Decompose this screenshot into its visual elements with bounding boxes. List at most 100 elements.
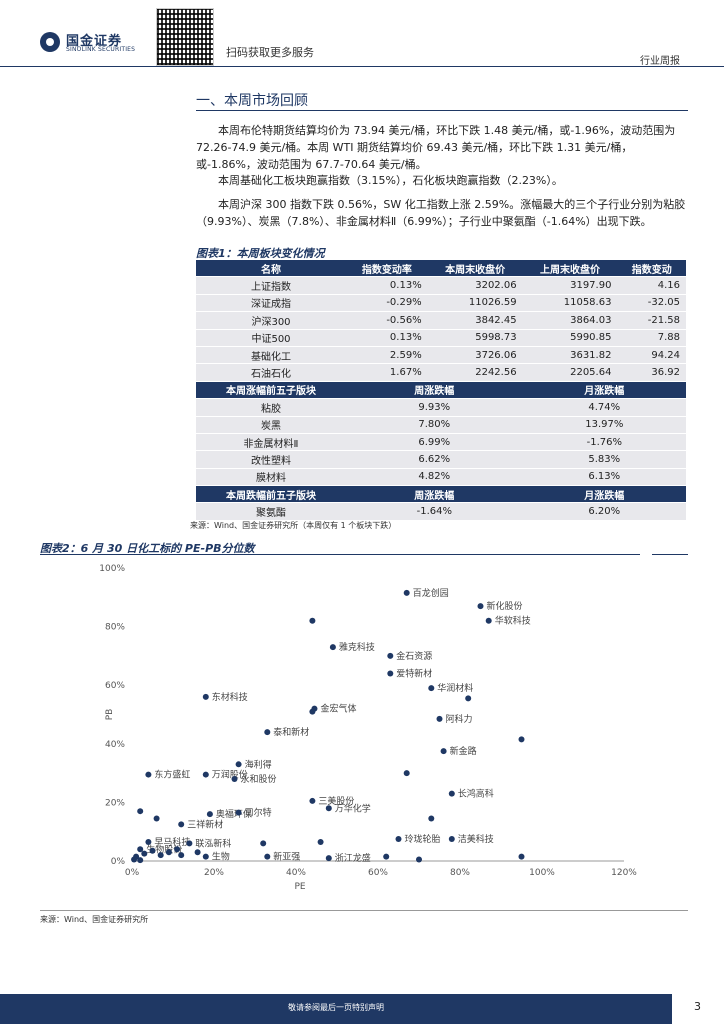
table-header-cell: 周涨跌幅 bbox=[346, 381, 523, 400]
point-label: 奥福环保 bbox=[216, 808, 252, 820]
header-divider bbox=[0, 66, 724, 67]
figure2-title: 图表2：6 月 30 日化工标的 PE-PB分位数 bbox=[40, 542, 255, 555]
scatter-point bbox=[145, 838, 152, 845]
table-cell: 4.16 bbox=[617, 276, 686, 295]
scatter-point bbox=[178, 821, 185, 828]
y-tick-label: 0% bbox=[111, 857, 126, 867]
scatter-point bbox=[186, 840, 193, 847]
table-cell: 11026.59 bbox=[427, 294, 523, 313]
table-cell: -0.56% bbox=[346, 311, 428, 330]
table-cell: 炭黑 bbox=[196, 416, 346, 434]
point-label: 金宏气体 bbox=[320, 703, 356, 715]
scatter-point bbox=[157, 852, 164, 859]
point-label: 金石资源 bbox=[396, 650, 432, 662]
point-label: 新金路 bbox=[450, 745, 477, 757]
table-cell: 6.62% bbox=[346, 450, 523, 469]
point-label: 生物 bbox=[212, 851, 230, 863]
table-header-cell: 上周末收盘价 bbox=[522, 260, 618, 278]
table-row: 深证成指 -0.29% 11026.59 11058.63 -32.05 bbox=[196, 294, 686, 313]
table-cell: -1.76% bbox=[522, 433, 686, 452]
scatter-point bbox=[395, 836, 402, 843]
x-tick-label: 0% bbox=[125, 868, 140, 878]
table-cell: 11058.63 bbox=[522, 294, 618, 313]
point-label: 华软科技 bbox=[495, 615, 531, 627]
scatter-point bbox=[264, 853, 271, 860]
paragraph-oil: 本周布伦特期货结算均价为 73.94 美元/桶，环比下跌 1.48 美元/桶，或… bbox=[196, 124, 676, 171]
table-header-cell: 本周末收盘价 bbox=[427, 260, 523, 278]
table1-title: 图表1：本周板块变化情况 bbox=[196, 247, 325, 260]
table-cell: 改性塑料 bbox=[196, 450, 346, 469]
footer-bar bbox=[0, 994, 672, 1024]
table-cell: 9.93% bbox=[346, 398, 523, 417]
table-row: 膜材料 4.82% 6.13% bbox=[196, 468, 686, 487]
table-header-row: 名称 指数变动率 本周末收盘价 上周末收盘价 指数变动 bbox=[196, 260, 686, 278]
scatter-point bbox=[518, 853, 525, 860]
table-cell: 沪深300 bbox=[196, 311, 346, 330]
table-cell: 5990.85 bbox=[522, 329, 618, 347]
table-cell: 1.67% bbox=[346, 363, 428, 382]
table-cell: 7.80% bbox=[346, 416, 523, 434]
point-label: 新亚强 bbox=[273, 851, 300, 863]
point-label: 万华化学 bbox=[335, 802, 371, 814]
table-cell: 深证成指 bbox=[196, 294, 346, 313]
sector-table: 名称 指数变动率 本周末收盘价 上周末收盘价 指数变动 上证指数 0.13% 3202.06 3… bbox=[196, 260, 686, 521]
table-cell: 石油石化 bbox=[196, 363, 346, 382]
scatter-point bbox=[131, 856, 138, 863]
table-cell: 5.83% bbox=[522, 450, 686, 469]
scatter-point bbox=[448, 836, 455, 843]
table-header-cell: 本周涨幅前五子版块 bbox=[196, 381, 346, 400]
table-row: 改性塑料 6.62% 5.83% bbox=[196, 450, 686, 469]
paragraph-sector: 本周基础化工板块跑赢指数（3.15%），石化板块跑赢指数（2.23%）。 bbox=[218, 174, 563, 187]
table-cell: 3842.45 bbox=[427, 311, 523, 330]
table-row: 非金属材料Ⅱ 6.99% -1.76% bbox=[196, 433, 686, 452]
table-cell: 3864.03 bbox=[522, 311, 618, 330]
point-label: 海利得 bbox=[245, 758, 272, 770]
scatter-point bbox=[153, 815, 160, 822]
source-divider bbox=[40, 910, 688, 911]
figure2-divider bbox=[40, 554, 640, 555]
scatter-point bbox=[329, 644, 336, 651]
scatter-point bbox=[383, 853, 390, 860]
scatter-point bbox=[235, 761, 242, 768]
x-tick-label: 100% bbox=[529, 868, 555, 878]
scatter-point bbox=[465, 695, 472, 702]
y-tick-label: 100% bbox=[99, 564, 125, 574]
table-cell: 2205.64 bbox=[522, 363, 618, 382]
x-tick-label: 120% bbox=[611, 868, 637, 878]
scatter-point bbox=[264, 729, 271, 736]
table-row: 沪深300 -0.56% 3842.45 3864.03 -21.58 bbox=[196, 311, 686, 330]
report-type: 行业周报 bbox=[640, 56, 680, 67]
table-cell: 94.24 bbox=[617, 346, 686, 365]
y-tick-label: 40% bbox=[105, 740, 125, 750]
scatter-point bbox=[440, 748, 447, 755]
logo-text-cn: 国金证券 bbox=[66, 34, 123, 49]
scatter-point bbox=[518, 736, 525, 743]
table-cell: 非金属材料Ⅱ bbox=[196, 433, 346, 452]
point-label: 东方盛虹 bbox=[154, 769, 190, 781]
scatter-point bbox=[137, 846, 144, 853]
scatter-point bbox=[416, 856, 422, 863]
scatter-point bbox=[165, 849, 172, 856]
scatter-point bbox=[309, 797, 316, 804]
scatter-point bbox=[141, 850, 148, 857]
scatter-point bbox=[387, 670, 394, 677]
scatter-point bbox=[137, 808, 144, 815]
qr-caption: 扫码获取更多服务 bbox=[226, 46, 314, 59]
table-cell: 4.74% bbox=[522, 398, 686, 417]
scatter-point bbox=[387, 652, 394, 659]
table-cell: 36.92 bbox=[617, 363, 686, 382]
table-cell: 2.59% bbox=[346, 346, 428, 365]
table-cell: 粘胶 bbox=[196, 398, 346, 417]
scatter-point bbox=[202, 853, 209, 860]
table-header-cell: 本周跌幅前五子版块 bbox=[196, 485, 346, 504]
scatter-point bbox=[174, 846, 181, 853]
point-label: 早马科技 bbox=[154, 836, 190, 848]
table-row: 粘胶 9.93% 4.74% bbox=[196, 398, 686, 417]
point-label: 雅克科技 bbox=[339, 641, 375, 653]
table-cell: 6.13% bbox=[522, 468, 686, 487]
table-header-row: 本周涨幅前五子版块 周涨跌幅 月涨跌幅 bbox=[196, 381, 686, 400]
scatter-point bbox=[436, 715, 443, 722]
table-row: 上证指数 0.13% 3202.06 3197.90 4.16 bbox=[196, 276, 686, 295]
table-cell: -32.05 bbox=[617, 294, 686, 313]
point-label: 浙江龙盛 bbox=[335, 852, 371, 864]
